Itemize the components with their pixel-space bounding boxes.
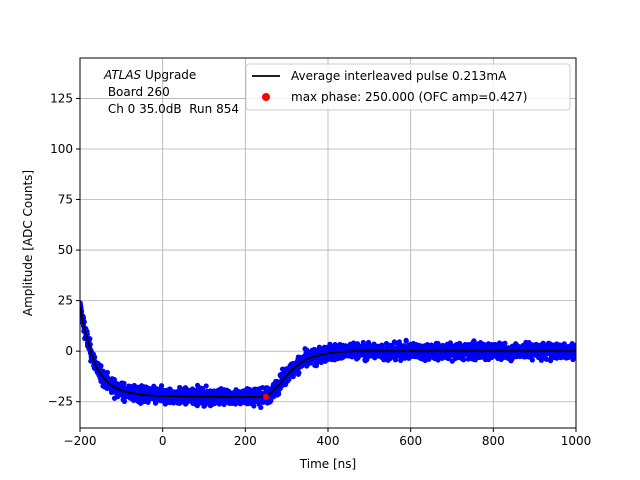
x-axis-ticks: −200 0 200 400 600 800 1000 xyxy=(64,428,592,448)
legend-dot-swatch xyxy=(262,93,270,101)
plot-area xyxy=(80,300,576,410)
sample-point xyxy=(543,356,550,362)
sample-point xyxy=(121,380,127,386)
sample-point xyxy=(572,342,576,349)
y-axis-ticks: −25 0 25 50 75 100 125 xyxy=(48,91,80,409)
y-tick-label: 125 xyxy=(50,91,73,105)
y-tick-label: 100 xyxy=(50,142,73,156)
legend-label-average-pulse: Average interleaved pulse 0.213mA xyxy=(291,69,507,83)
x-tick-label: 0 xyxy=(159,434,167,448)
annotation-board: Board 260 xyxy=(104,85,170,99)
y-axis-label: Amplitude [ADC Counts] xyxy=(21,170,35,316)
sample-point xyxy=(403,337,409,343)
legend: Average interleaved pulse 0.213mA max ph… xyxy=(245,63,571,111)
sample-point xyxy=(471,338,477,344)
sample-point xyxy=(529,357,535,363)
y-tick-label: 0 xyxy=(65,344,73,358)
sample-point xyxy=(203,383,209,389)
average-pulse-line xyxy=(80,306,576,398)
sample-point xyxy=(121,398,128,404)
x-tick-label: 1000 xyxy=(561,434,592,448)
x-axis-label: Time [ns] xyxy=(299,457,356,471)
max-phase-marker xyxy=(263,393,269,400)
sample-point xyxy=(251,403,257,409)
legend-label-max-phase: max phase: 250.000 (OFC amp=0.427) xyxy=(291,90,527,104)
annotation-channel-run: Ch 0 35.0dB Run 854 xyxy=(104,102,239,116)
legend-box xyxy=(245,63,571,111)
sample-point xyxy=(87,336,93,342)
y-tick-label: 50 xyxy=(58,243,73,257)
sample-point xyxy=(381,357,387,363)
y-tick-label: −25 xyxy=(48,395,73,409)
x-tick-label: 800 xyxy=(482,434,505,448)
sample-point xyxy=(379,342,385,348)
sample-point xyxy=(104,369,111,376)
sample-point xyxy=(392,357,399,363)
x-tick-label: 200 xyxy=(234,434,257,448)
y-tick-label: 75 xyxy=(58,193,73,207)
x-tick-label: 600 xyxy=(399,434,422,448)
sample-point xyxy=(158,383,165,389)
run-info-annotation: ATLAS Upgrade Board 260 Ch 0 35.0dB Run … xyxy=(103,68,239,116)
svg-text:ATLAS Upgrade: ATLAS Upgrade xyxy=(103,68,196,82)
sample-point xyxy=(258,404,264,410)
sample-point xyxy=(388,355,394,361)
sample-point xyxy=(98,364,104,370)
annotation-atlas: ATLAS xyxy=(103,68,142,82)
sample-point xyxy=(502,340,508,346)
sample-point xyxy=(460,357,467,363)
x-tick-label: 400 xyxy=(317,434,340,448)
y-tick-label: 25 xyxy=(58,294,73,308)
sample-point xyxy=(296,370,302,376)
x-tick-label: −200 xyxy=(64,434,97,448)
annotation-upgrade: Upgrade xyxy=(141,68,196,82)
sample-point xyxy=(573,352,576,358)
